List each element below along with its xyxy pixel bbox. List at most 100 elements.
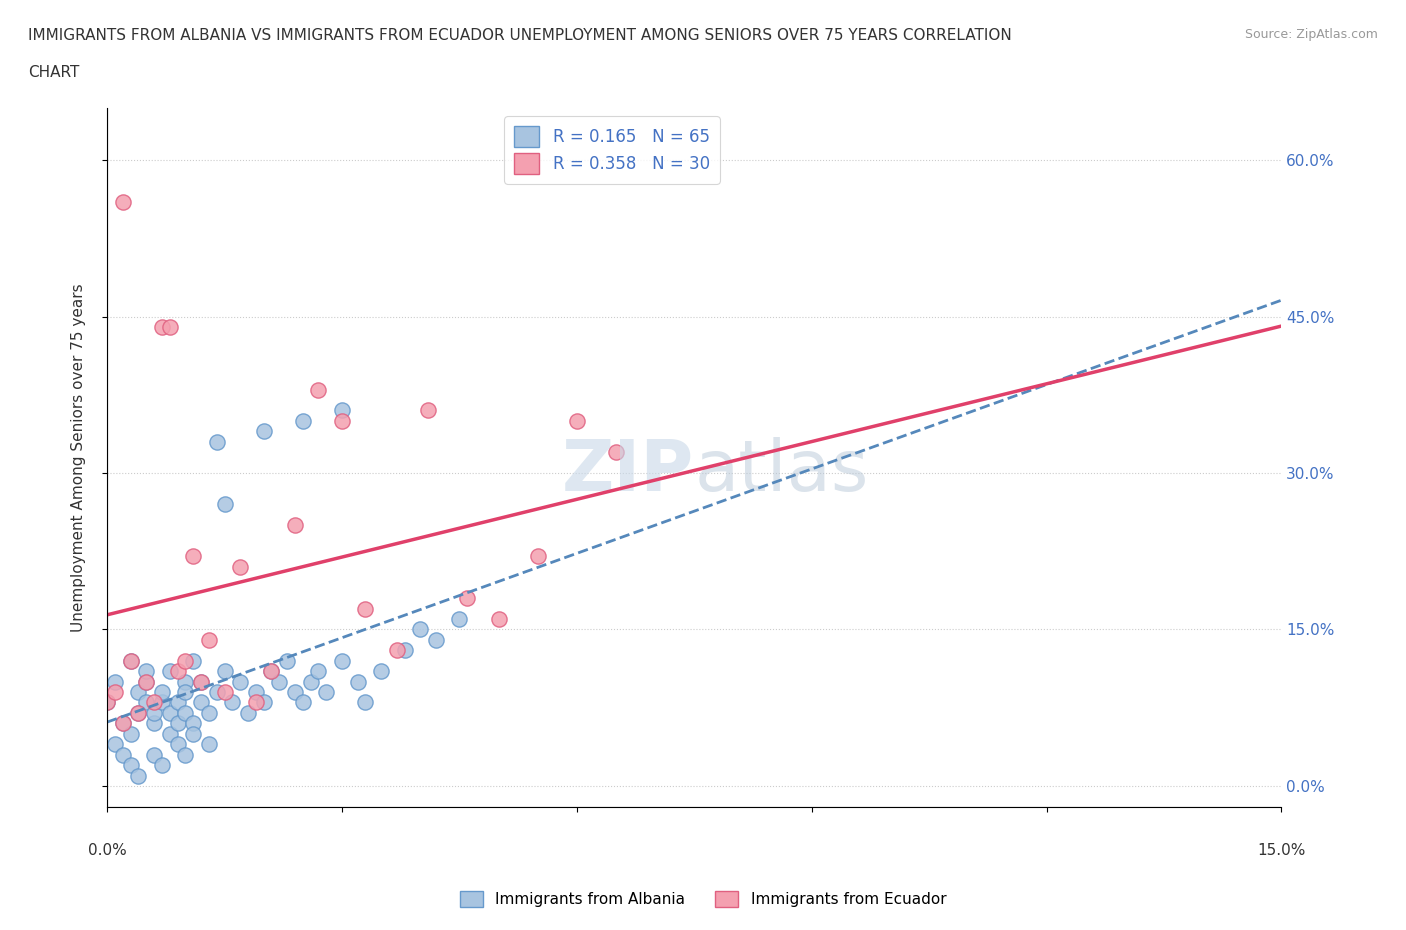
Point [181, 654, 204, 669]
Point [253, 695, 276, 710]
Point [276, 654, 298, 669]
Point [245, 684, 267, 699]
Point [214, 684, 236, 699]
Point [181, 726, 204, 741]
Point [174, 747, 197, 762]
Point [135, 664, 157, 679]
Text: CHART: CHART [28, 65, 80, 80]
Point [127, 706, 149, 721]
Point [120, 726, 142, 741]
Point [229, 674, 252, 689]
Point [330, 403, 353, 418]
Point [159, 726, 181, 741]
Point [143, 706, 166, 721]
Point [221, 695, 243, 710]
Point [269, 674, 291, 689]
Point [245, 695, 267, 710]
Point [150, 758, 173, 773]
Point [190, 674, 212, 689]
Point [190, 695, 212, 710]
Point [181, 716, 204, 731]
Point [96, 695, 118, 710]
Point [111, 716, 134, 731]
Point [260, 664, 283, 679]
Point [143, 695, 166, 710]
Point [198, 632, 221, 647]
Point [181, 549, 204, 564]
Point [214, 497, 236, 512]
Point [346, 674, 368, 689]
Point [330, 414, 353, 429]
Point [456, 591, 478, 605]
Y-axis label: Unemployment Among Seniors over 75 years: Unemployment Among Seniors over 75 years [72, 283, 86, 631]
Point [104, 674, 127, 689]
Point [159, 706, 181, 721]
Point [236, 706, 259, 721]
Point [120, 654, 142, 669]
Point [229, 560, 252, 575]
Point [291, 414, 314, 429]
Point [307, 382, 329, 397]
Point [449, 612, 471, 627]
Point [307, 664, 329, 679]
Text: Source: ZipAtlas.com: Source: ZipAtlas.com [1244, 28, 1378, 41]
Point [166, 664, 188, 679]
Point [190, 674, 212, 689]
Point [214, 664, 236, 679]
Point [330, 654, 353, 669]
Point [416, 403, 439, 418]
Legend: Immigrants from Albania, Immigrants from Ecuador: Immigrants from Albania, Immigrants from… [454, 884, 952, 913]
Point [370, 664, 392, 679]
Point [104, 684, 127, 699]
Point [315, 684, 337, 699]
Text: IMMIGRANTS FROM ALBANIA VS IMMIGRANTS FROM ECUADOR UNEMPLOYMENT AMONG SENIORS OV: IMMIGRANTS FROM ALBANIA VS IMMIGRANTS FR… [28, 28, 1012, 43]
Point [198, 706, 221, 721]
Text: ZIP: ZIP [562, 437, 695, 506]
Point [605, 445, 627, 459]
Point [96, 695, 118, 710]
Point [120, 654, 142, 669]
Point [174, 706, 197, 721]
Point [565, 414, 588, 429]
Point [425, 632, 447, 647]
Point [174, 674, 197, 689]
Point [150, 684, 173, 699]
Point [104, 737, 127, 751]
Legend: R = 0.165   N = 65, R = 0.358   N = 30: R = 0.165 N = 65, R = 0.358 N = 30 [505, 116, 720, 183]
Point [174, 654, 197, 669]
Point [284, 518, 307, 533]
Point [150, 695, 173, 710]
Point [159, 320, 181, 335]
Point [127, 768, 149, 783]
Point [111, 747, 134, 762]
Point [143, 747, 166, 762]
Point [135, 674, 157, 689]
Point [205, 434, 228, 449]
Point [143, 716, 166, 731]
Point [526, 549, 548, 564]
Point [120, 758, 142, 773]
Point [135, 695, 157, 710]
Point [166, 737, 188, 751]
Text: 15.0%: 15.0% [1257, 844, 1306, 858]
Point [127, 684, 149, 699]
Point [488, 612, 510, 627]
Point [166, 716, 188, 731]
Point [205, 684, 228, 699]
Point [354, 695, 377, 710]
Point [127, 706, 149, 721]
Point [166, 695, 188, 710]
Point [284, 684, 307, 699]
Text: 0.0%: 0.0% [87, 844, 127, 858]
Point [135, 674, 157, 689]
Point [111, 194, 134, 209]
Point [299, 674, 322, 689]
Point [198, 737, 221, 751]
Point [409, 622, 432, 637]
Point [385, 643, 408, 658]
Point [394, 643, 416, 658]
Point [111, 716, 134, 731]
Text: atlas: atlas [695, 437, 869, 506]
Point [174, 684, 197, 699]
Point [354, 601, 377, 616]
